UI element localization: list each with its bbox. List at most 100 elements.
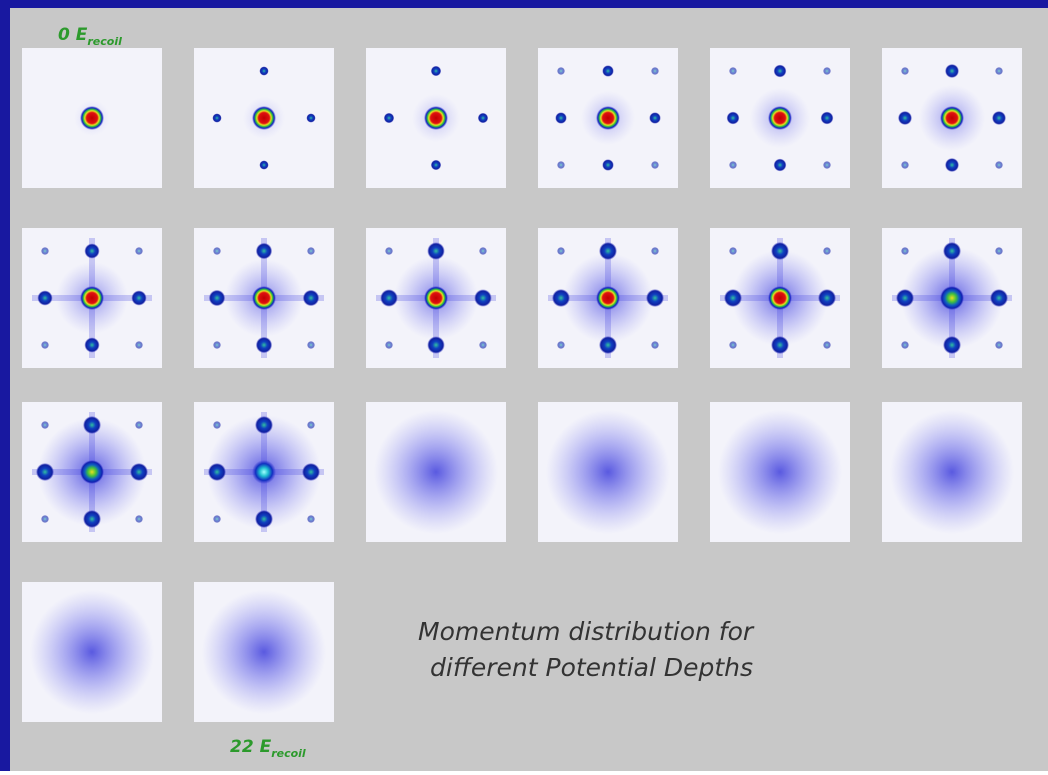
halo: [890, 410, 1014, 534]
peak: [995, 67, 1003, 75]
peak: [818, 289, 836, 307]
peak: [552, 289, 570, 307]
peak: [385, 247, 393, 255]
peak: [302, 463, 320, 481]
peak: [651, 67, 659, 75]
peak: [990, 289, 1008, 307]
peak: [823, 67, 831, 75]
peak: [135, 515, 143, 523]
peak: [729, 161, 737, 169]
peak: [131, 290, 146, 305]
peak: [255, 416, 273, 434]
peak: [255, 510, 273, 528]
peak: [83, 510, 101, 528]
peak: [135, 247, 143, 255]
peak: [427, 336, 445, 354]
peak: [898, 111, 912, 125]
caption: Momentum distribution for: [418, 617, 755, 646]
peak: [135, 421, 143, 429]
center-peak: [252, 286, 276, 310]
peak: [213, 341, 221, 349]
peak: [256, 337, 272, 353]
halo: [546, 410, 670, 534]
peak: [36, 463, 54, 481]
peak: [901, 67, 909, 75]
peak: [427, 242, 445, 260]
peak: [37, 290, 52, 305]
peak: [995, 341, 1003, 349]
peak: [896, 289, 914, 307]
center-peak: [424, 286, 448, 310]
peak: [557, 341, 565, 349]
peak: [602, 65, 614, 77]
peak: [945, 64, 959, 78]
center-peak: [768, 106, 792, 130]
center-peak: [80, 460, 104, 484]
peak: [431, 66, 441, 76]
halo: [202, 590, 326, 714]
label-text: 22 E: [230, 737, 272, 757]
peak: [474, 289, 492, 307]
peak: [599, 336, 617, 354]
peak: [557, 67, 565, 75]
peak: [259, 160, 268, 169]
peak: [557, 161, 565, 169]
peak: [213, 247, 221, 255]
peak: [479, 247, 487, 255]
halo: [374, 410, 498, 534]
center-peak: [424, 106, 448, 130]
peak: [213, 421, 221, 429]
peak: [992, 111, 1006, 125]
peak: [945, 158, 959, 172]
peak: [431, 160, 441, 170]
peak: [823, 247, 831, 255]
peak: [901, 247, 909, 255]
slide: 0 Erecoil 22 Erecoil Momentum distributi…: [0, 0, 1048, 771]
peak: [724, 289, 742, 307]
halo: [718, 410, 842, 534]
halo: [30, 590, 154, 714]
peak: [41, 515, 49, 523]
peak: [901, 341, 909, 349]
peak: [823, 341, 831, 349]
peak: [557, 247, 565, 255]
peak: [823, 161, 831, 169]
peak: [41, 247, 49, 255]
peak: [380, 289, 398, 307]
caption: different Potential Depths: [430, 653, 753, 682]
peak: [821, 112, 834, 125]
peak: [259, 66, 268, 75]
peak: [901, 161, 909, 169]
peak: [307, 341, 315, 349]
peak: [384, 113, 394, 123]
center-peak: [252, 460, 276, 484]
peak: [306, 113, 315, 122]
peak: [479, 341, 487, 349]
center-peak: [768, 286, 792, 310]
peak: [84, 337, 99, 352]
label-subscript: recoil: [271, 747, 306, 760]
peak: [646, 289, 664, 307]
peak: [649, 112, 661, 124]
peak: [478, 113, 488, 123]
peak: [130, 463, 148, 481]
peak: [651, 341, 659, 349]
peak: [303, 290, 319, 306]
label-text: 0 E: [58, 25, 88, 45]
peak: [41, 421, 49, 429]
peak: [307, 515, 315, 523]
peak: [729, 247, 737, 255]
peak: [209, 290, 225, 306]
peak: [771, 336, 789, 354]
center-peak: [80, 106, 104, 130]
center-peak: [596, 286, 620, 310]
center-peak: [940, 106, 964, 130]
peak: [84, 243, 99, 258]
peak: [83, 416, 101, 434]
peak: [943, 336, 961, 354]
peak: [771, 242, 789, 260]
peak: [307, 421, 315, 429]
peak: [212, 113, 221, 122]
center-peak: [596, 106, 620, 130]
peak: [943, 242, 961, 260]
